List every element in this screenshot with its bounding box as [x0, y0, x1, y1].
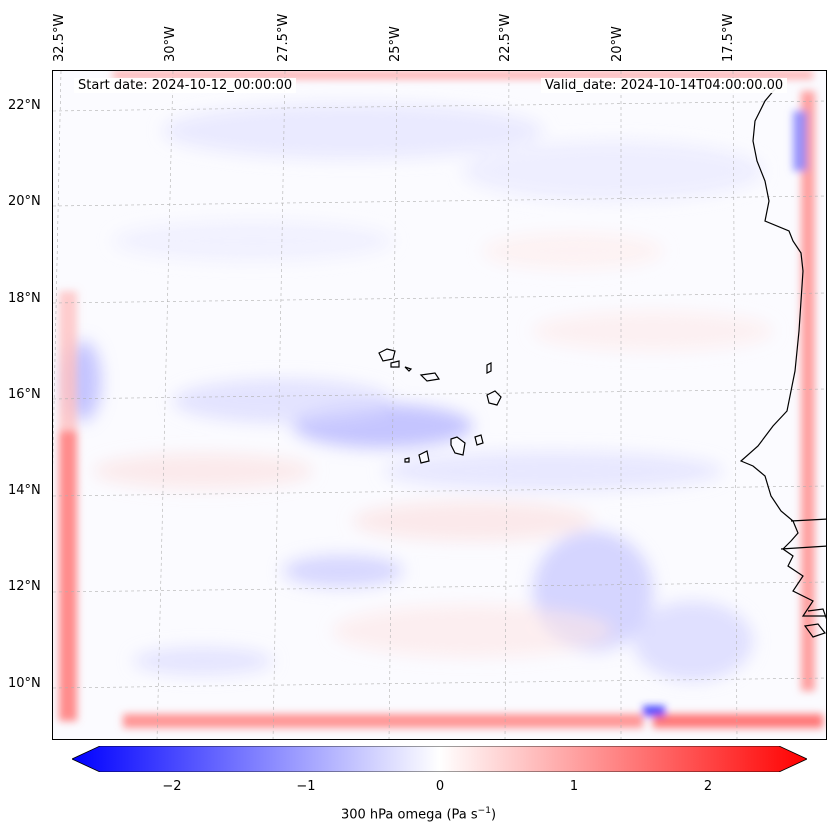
graticule — [53, 71, 826, 739]
lon-label-30w: 30°W — [163, 26, 178, 62]
lat-label-12n: 12°N — [8, 579, 41, 594]
lat-label-16n: 16°N — [8, 387, 41, 402]
lon-label-25w: 25°W — [388, 26, 403, 62]
omega-map-panel — [52, 70, 827, 740]
lon-label-27.5w: 27.5°W — [276, 13, 291, 62]
boundary-strips — [59, 71, 823, 728]
lon-label-32.5w: 32.5°W — [52, 13, 67, 62]
omega-field-blobs — [65, 103, 773, 681]
colorbar-tick-minus2: −2 — [162, 779, 182, 794]
colorbar-tick-minus1: −1 — [296, 779, 316, 794]
cape-verde-islands — [378, 348, 502, 464]
start-date-text: Start date: 2024-10-12_00:00:00 — [74, 78, 297, 93]
coastline — [739, 82, 826, 638]
colorbar-tick-2: 2 — [703, 779, 713, 794]
colorbar-label-exponent: −1 — [477, 806, 491, 816]
lat-label-10n: 10°N — [8, 676, 41, 691]
lon-label-22.5w: 22.5°W — [498, 13, 513, 62]
colorbar-tick-0: 0 — [435, 779, 445, 794]
omega-field-svg — [53, 71, 826, 739]
colorbar-label-close: ) — [490, 807, 497, 823]
colorbar-label-main: 300 hPa omega (Pa s — [340, 807, 478, 823]
colorbar-label: 300 hPa omega (Pa s−1) — [0, 806, 837, 822]
valid-date-text: Valid_date: 2024-10-14T04:00:00.00 — [541, 78, 788, 93]
lon-label-20w: 20°W — [610, 26, 625, 62]
lat-label-14n: 14°N — [8, 483, 41, 498]
omega-colorbar — [72, 746, 807, 772]
lon-label-17.5w: 17.5°W — [721, 13, 736, 62]
lat-label-18n: 18°N — [8, 291, 41, 306]
lat-label-20n: 20°N — [8, 194, 41, 209]
colorbar-tick-1: 1 — [569, 779, 579, 794]
lat-label-22n: 22°N — [8, 98, 41, 113]
